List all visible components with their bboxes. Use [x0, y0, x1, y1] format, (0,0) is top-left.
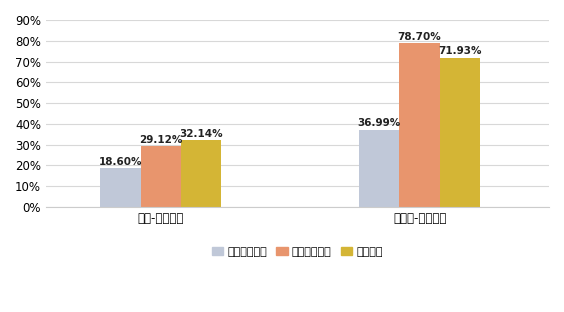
Legend: 太原理工大学, 山西财经大学, 山西大学: 太原理工大学, 山西财经大学, 山西大学 [208, 242, 387, 261]
Bar [440, 57, 480, 207]
Text: 32.14%: 32.14% [179, 129, 223, 139]
Bar [359, 130, 399, 207]
Bar [141, 146, 181, 207]
Text: 78.70%: 78.70% [398, 32, 442, 42]
Text: 18.60%: 18.60% [99, 157, 142, 167]
Text: 71.93%: 71.93% [438, 46, 482, 56]
Text: 29.12%: 29.12% [139, 135, 183, 145]
Bar [181, 140, 221, 207]
Bar [100, 168, 141, 207]
Text: 36.99%: 36.99% [358, 119, 401, 129]
Bar [399, 43, 440, 207]
